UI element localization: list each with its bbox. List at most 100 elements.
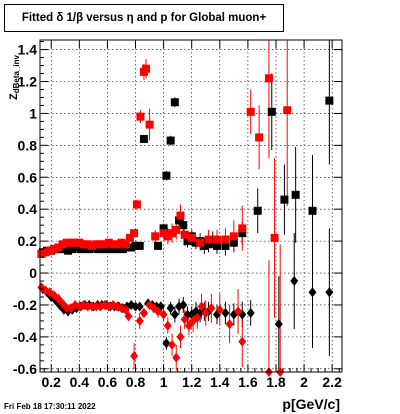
y-tick-label: 0 <box>29 265 37 281</box>
data-point-square <box>110 245 119 254</box>
data-point-square <box>59 245 68 254</box>
data-point-diamond <box>180 314 189 325</box>
data-point-square <box>139 134 148 143</box>
y-tick-label: 0.4 <box>18 201 38 217</box>
x-tick-label: 0.6 <box>98 374 118 390</box>
data-point-square <box>166 136 175 145</box>
data-point-square <box>50 245 59 254</box>
y-tick-label: 0.2 <box>18 233 38 249</box>
data-point-square <box>168 229 177 238</box>
x-tick-label: 0.2 <box>42 374 62 390</box>
data-point-square <box>66 238 75 247</box>
data-point-diamond <box>225 319 234 330</box>
data-point-diamond <box>290 276 299 287</box>
data-point-square <box>130 229 139 238</box>
data-point-square <box>121 240 130 249</box>
axis-ticks <box>40 40 342 372</box>
data-point-diamond <box>221 307 230 318</box>
data-point-square <box>162 171 171 180</box>
y-tick-label: -0.2 <box>13 297 37 313</box>
data-point-diamond <box>162 338 171 349</box>
data-point-square <box>325 96 334 105</box>
data-point-square <box>180 230 189 239</box>
x-axis-label: p[GeV/c] <box>282 396 340 412</box>
data-markers <box>37 64 334 377</box>
data-point-square <box>136 112 145 121</box>
data-point-square <box>229 232 238 241</box>
y-tick-label: 1 <box>29 105 37 121</box>
data-point-square <box>221 235 230 244</box>
data-point-square <box>106 245 115 254</box>
data-point-square <box>58 240 67 249</box>
x-tick-labels: 0.2 0.4 0.6 0.8 1 1.2 1.4 1.6 1.8 2 2.2 <box>42 374 343 390</box>
data-point-square <box>175 216 184 225</box>
data-point-square <box>255 133 264 142</box>
y-tick-label: -0.4 <box>13 329 37 345</box>
data-point-square <box>100 240 109 249</box>
data-point-square <box>76 245 85 254</box>
data-point-square <box>64 246 73 255</box>
data-point-square <box>280 195 289 204</box>
data-point-square <box>145 120 154 129</box>
data-point-diamond <box>168 339 177 350</box>
data-point-square <box>267 107 276 116</box>
y-tick-label: 1.2 <box>18 74 38 90</box>
data-point-square <box>253 206 262 215</box>
data-point-square <box>71 238 80 247</box>
data-point-square <box>153 241 162 250</box>
data-point-square <box>80 245 89 254</box>
data-point-diamond <box>124 311 133 322</box>
data-point-square <box>109 240 118 249</box>
data-point-square <box>229 238 238 247</box>
x-tick-label: 0.4 <box>70 374 90 390</box>
data-point-square <box>68 245 77 254</box>
data-point-diamond <box>62 303 71 314</box>
data-point-diamond <box>201 307 210 318</box>
y-tick-label: 0.8 <box>18 137 38 153</box>
data-point-diamond <box>172 352 181 363</box>
data-point-diamond <box>325 287 334 298</box>
data-point-square <box>238 229 247 238</box>
data-point-diamond <box>238 336 247 347</box>
data-point-diamond <box>170 309 179 320</box>
x-tick-label: 1.2 <box>182 374 202 390</box>
data-point-square <box>37 249 46 258</box>
data-point-square <box>221 241 230 250</box>
data-point-square <box>127 243 136 252</box>
data-point-diamond <box>135 301 144 312</box>
data-point-square <box>270 233 279 242</box>
data-point-diamond <box>139 307 148 318</box>
chart-title: Fitted δ 1/β versus η and p for Global m… <box>4 4 284 32</box>
data-point-square <box>163 232 172 241</box>
data-point-square <box>96 240 105 249</box>
data-point-square <box>308 206 317 215</box>
data-point-square <box>159 229 168 238</box>
data-point-diamond <box>153 306 162 317</box>
data-point-square <box>135 241 144 250</box>
data-point-diamond <box>179 299 188 310</box>
data-point-diamond <box>166 303 175 314</box>
x-tick-label: 1 <box>160 374 168 390</box>
data-point-diamond <box>308 287 317 298</box>
data-point-square <box>41 248 50 257</box>
data-point-square <box>62 238 71 247</box>
y-tick-label: 0.6 <box>18 169 38 185</box>
data-point-diamond <box>163 320 172 331</box>
data-point-square <box>172 225 181 234</box>
data-point-square <box>118 245 127 254</box>
data-point-square <box>183 237 192 246</box>
x-tick-label: 1.4 <box>210 374 230 390</box>
data-point-square <box>170 98 179 107</box>
data-point-square <box>75 238 84 247</box>
data-point-square <box>125 233 134 242</box>
data-point-square <box>204 240 213 249</box>
x-tick-label: 0.8 <box>126 374 146 390</box>
data-point-square <box>187 233 196 242</box>
data-point-square <box>92 240 101 249</box>
plot-frame <box>39 39 343 373</box>
data-point-diamond <box>159 309 168 320</box>
x-tick-label: 2.2 <box>322 374 342 390</box>
data-point-square <box>104 238 113 247</box>
data-point-square <box>72 243 81 252</box>
